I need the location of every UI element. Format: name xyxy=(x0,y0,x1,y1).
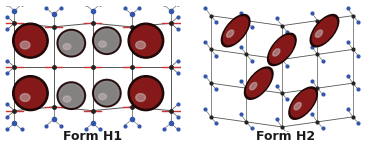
Ellipse shape xyxy=(249,83,257,90)
Ellipse shape xyxy=(268,33,296,66)
Ellipse shape xyxy=(291,89,315,117)
Ellipse shape xyxy=(128,76,164,111)
Ellipse shape xyxy=(136,94,146,102)
Ellipse shape xyxy=(223,17,248,44)
Ellipse shape xyxy=(294,103,301,110)
Ellipse shape xyxy=(95,29,119,52)
Ellipse shape xyxy=(131,78,161,108)
Ellipse shape xyxy=(59,32,84,55)
Ellipse shape xyxy=(15,78,45,108)
Ellipse shape xyxy=(20,41,30,49)
Ellipse shape xyxy=(273,49,280,56)
Ellipse shape xyxy=(93,79,121,107)
Ellipse shape xyxy=(59,84,84,107)
Ellipse shape xyxy=(57,29,85,57)
Ellipse shape xyxy=(95,82,119,105)
Text: Form H1: Form H1 xyxy=(63,130,122,142)
Ellipse shape xyxy=(245,67,273,99)
Ellipse shape xyxy=(12,23,48,58)
Ellipse shape xyxy=(222,14,250,47)
Ellipse shape xyxy=(310,14,339,47)
Ellipse shape xyxy=(226,30,234,37)
Ellipse shape xyxy=(246,69,271,97)
Ellipse shape xyxy=(315,30,322,37)
Ellipse shape xyxy=(20,94,30,102)
Text: Form H2: Form H2 xyxy=(256,130,315,142)
Ellipse shape xyxy=(128,23,164,58)
Ellipse shape xyxy=(63,43,71,50)
Ellipse shape xyxy=(312,17,337,44)
Ellipse shape xyxy=(270,36,294,63)
Ellipse shape xyxy=(12,76,48,111)
Ellipse shape xyxy=(57,82,85,109)
Ellipse shape xyxy=(289,87,318,119)
Ellipse shape xyxy=(136,41,146,49)
Ellipse shape xyxy=(131,26,161,56)
Ellipse shape xyxy=(93,27,121,54)
Ellipse shape xyxy=(99,93,107,100)
Ellipse shape xyxy=(63,96,71,102)
Ellipse shape xyxy=(99,41,107,47)
Ellipse shape xyxy=(15,26,45,56)
